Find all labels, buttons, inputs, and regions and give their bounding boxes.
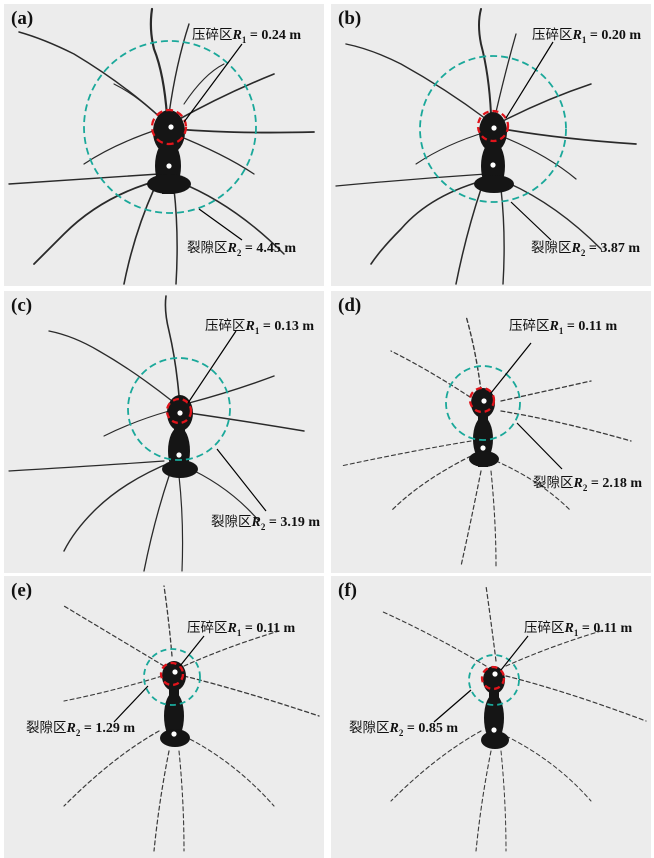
crush-zone-label: 压碎区 [205, 318, 246, 334]
crush-radius-value: = 0.20 m [586, 28, 641, 43]
crack-radius-value: = 2.18 m [587, 476, 642, 491]
crack-radius-value: = 1.29 m [80, 721, 135, 736]
crack-radius-value: = 0.85 m [403, 721, 458, 736]
crack-pattern-e [63, 585, 320, 852]
crack-radius-symbol: R [227, 241, 237, 256]
crack-radius-symbol: R [573, 476, 583, 491]
crush-zone-annotation: 压碎区R1 = 0.11 m [187, 616, 295, 638]
crack-radius-symbol: R [251, 515, 261, 530]
crush-radius-value: = 0.13 m [259, 319, 314, 334]
crush-radius-subscript: 1 [581, 34, 587, 45]
panel-b: (b) 压碎区R1 = 0.20 m 裂隙区R2 = 3.87 m [331, 4, 651, 286]
panel-label: (f) [338, 580, 357, 601]
crack-radius-symbol: R [571, 241, 581, 256]
crush-zone-annotation: 压碎区R1 = 0.24 m [192, 23, 301, 45]
panel-label: (d) [338, 295, 362, 316]
panel-label: (e) [11, 580, 33, 601]
crush-zone-label: 压碎区 [192, 27, 233, 43]
crack-zone-label: 裂隙区 [533, 475, 574, 491]
panel-a: (a) 压碎区R1 = 0.24 m 裂隙区R2 = 4.45 m [4, 4, 324, 286]
crack-radius-subscript: 2 [398, 727, 404, 738]
panel-label: (b) [338, 8, 362, 29]
crack-radius-subscript: 2 [580, 247, 586, 258]
crush-radius-subscript: 1 [254, 325, 260, 336]
crack-zone-label: 裂隙区 [26, 720, 67, 736]
crack-radius-subscript: 2 [582, 482, 588, 493]
crush-zone-annotation: 压碎区R1 = 0.13 m [205, 314, 314, 336]
crack-zone-label: 裂隙区 [349, 720, 390, 736]
crack-radius-value: = 3.19 m [265, 515, 320, 530]
crack-zone-label: 裂隙区 [187, 240, 228, 256]
crush-radius-symbol: R [232, 28, 242, 43]
crush-radius-subscript: 1 [573, 627, 579, 638]
crack-zone-annotation: 裂隙区R2 = 4.45 m [187, 236, 296, 258]
crack-radius-symbol: R [66, 721, 76, 736]
crush-radius-symbol: R [572, 28, 582, 43]
crack-radius-subscript: 2 [236, 247, 242, 258]
crush-radius-subscript: 1 [558, 325, 564, 336]
crush-zone-label: 压碎区 [509, 318, 550, 334]
crack-radius-subscript: 2 [75, 727, 81, 738]
crush-zone-label: 压碎区 [187, 620, 228, 636]
panel-e: (e) 压碎区R1 = 0.11 m 裂隙区R2 = 1.29 m [4, 576, 324, 858]
crush-zone-label: 压碎区 [532, 27, 573, 43]
crush-zone-annotation: 压碎区R1 = 0.11 m [509, 314, 617, 336]
panel-label: (c) [11, 295, 33, 316]
crush-radius-symbol: R [227, 621, 237, 636]
panel-f: (f) 压碎区R1 = 0.11 m 裂隙区R2 = 0.85 m [331, 576, 651, 858]
crack-radius-value: = 4.45 m [241, 241, 296, 256]
crush-zone-label: 压碎区 [524, 620, 565, 636]
crush-radius-value: = 0.11 m [578, 621, 633, 636]
crush-radius-value: = 0.11 m [241, 621, 296, 636]
crack-zone-annotation: 裂隙区R2 = 1.29 m [26, 716, 135, 738]
crack-zone-label: 裂隙区 [531, 240, 572, 256]
crush-radius-subscript: 1 [241, 34, 247, 45]
crack-radius-symbol: R [389, 721, 399, 736]
crush-zone-annotation: 压碎区R1 = 0.11 m [524, 616, 632, 638]
crack-pattern-f [380, 585, 647, 852]
crack-zone-annotation: 裂隙区R2 = 2.18 m [533, 471, 642, 493]
crush-radius-symbol: R [245, 319, 255, 334]
crack-radius-value: = 3.87 m [585, 241, 640, 256]
crack-zone-label: 裂隙区 [211, 514, 252, 530]
crack-zone-annotation: 裂隙区R2 = 3.87 m [531, 236, 640, 258]
panel-c: (c) 压碎区R1 = 0.13 m 裂隙区R2 = 3.19 m [4, 291, 324, 573]
crack-pattern-a [8, 7, 315, 285]
panel-label: (a) [11, 8, 34, 29]
crush-zone-annotation: 压碎区R1 = 0.20 m [532, 23, 641, 45]
crack-zone-annotation: 裂隙区R2 = 0.85 m [349, 716, 458, 738]
crack-pattern-b [335, 8, 637, 285]
crack-zone-annotation: 裂隙区R2 = 3.19 m [211, 510, 320, 532]
panel-d: (d) 压碎区R1 = 0.11 m 裂隙区R2 = 2.18 m [331, 291, 651, 573]
crush-radius-subscript: 1 [236, 627, 242, 638]
crack-pattern-c [8, 295, 305, 572]
crack-pattern-d [340, 315, 632, 567]
crack-radius-subscript: 2 [260, 521, 266, 532]
crush-radius-value: = 0.24 m [246, 28, 301, 43]
crush-radius-value: = 0.11 m [563, 319, 618, 334]
crush-radius-symbol: R [564, 621, 574, 636]
crush-radius-symbol: R [549, 319, 559, 334]
